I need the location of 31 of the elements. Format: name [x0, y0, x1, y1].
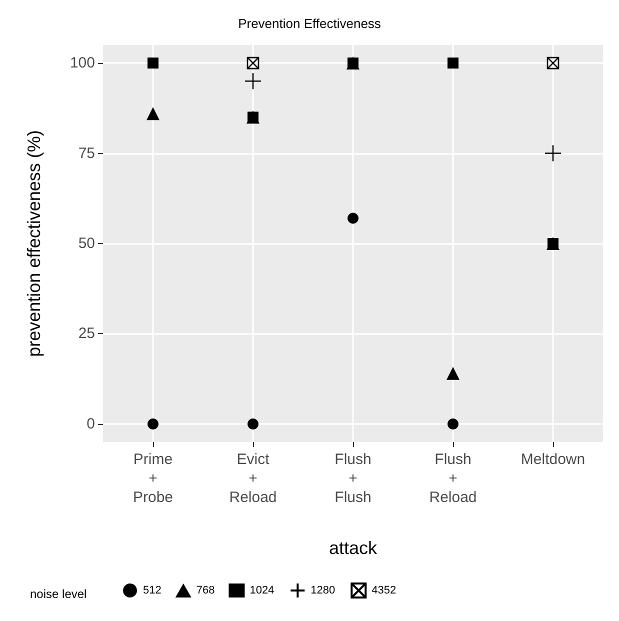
y-tick-label: 50 [78, 235, 95, 252]
y-tick-label: 100 [70, 54, 95, 72]
point [148, 418, 158, 430]
point [146, 107, 160, 120]
x-tick-label: Flush + Reload [429, 451, 477, 506]
y-tick-label: 0 [86, 415, 95, 432]
point [546, 56, 560, 70]
point [148, 58, 158, 69]
x-tick-label: Flush + Flush [334, 451, 372, 506]
chart-title: Prevention Effectiveness [238, 16, 382, 31]
point [244, 72, 262, 90]
point [448, 418, 458, 430]
point [544, 144, 562, 162]
x-tick-label: Evict + Reload [229, 451, 277, 506]
y-tick-label: 75 [78, 144, 95, 162]
x-axis-title: attack [328, 538, 378, 558]
legend-title: noise level [30, 587, 87, 601]
point [248, 418, 258, 430]
point [448, 58, 458, 69]
point [348, 212, 358, 224]
point [446, 366, 460, 380]
legend-label: 4352 [372, 584, 396, 596]
x-tick-label: Meltdown [520, 451, 586, 468]
legend-label: 1280 [310, 584, 336, 596]
point [246, 56, 260, 70]
legend-label: 768 [196, 584, 215, 596]
legend-label: 512 [143, 584, 162, 596]
legend-label: 1024 [250, 584, 274, 596]
y-axis-title: prevention effectiveness (%) [24, 130, 44, 357]
x-tick-label: Prime + Probe [132, 451, 174, 506]
y-tick-label: 25 [78, 325, 95, 342]
